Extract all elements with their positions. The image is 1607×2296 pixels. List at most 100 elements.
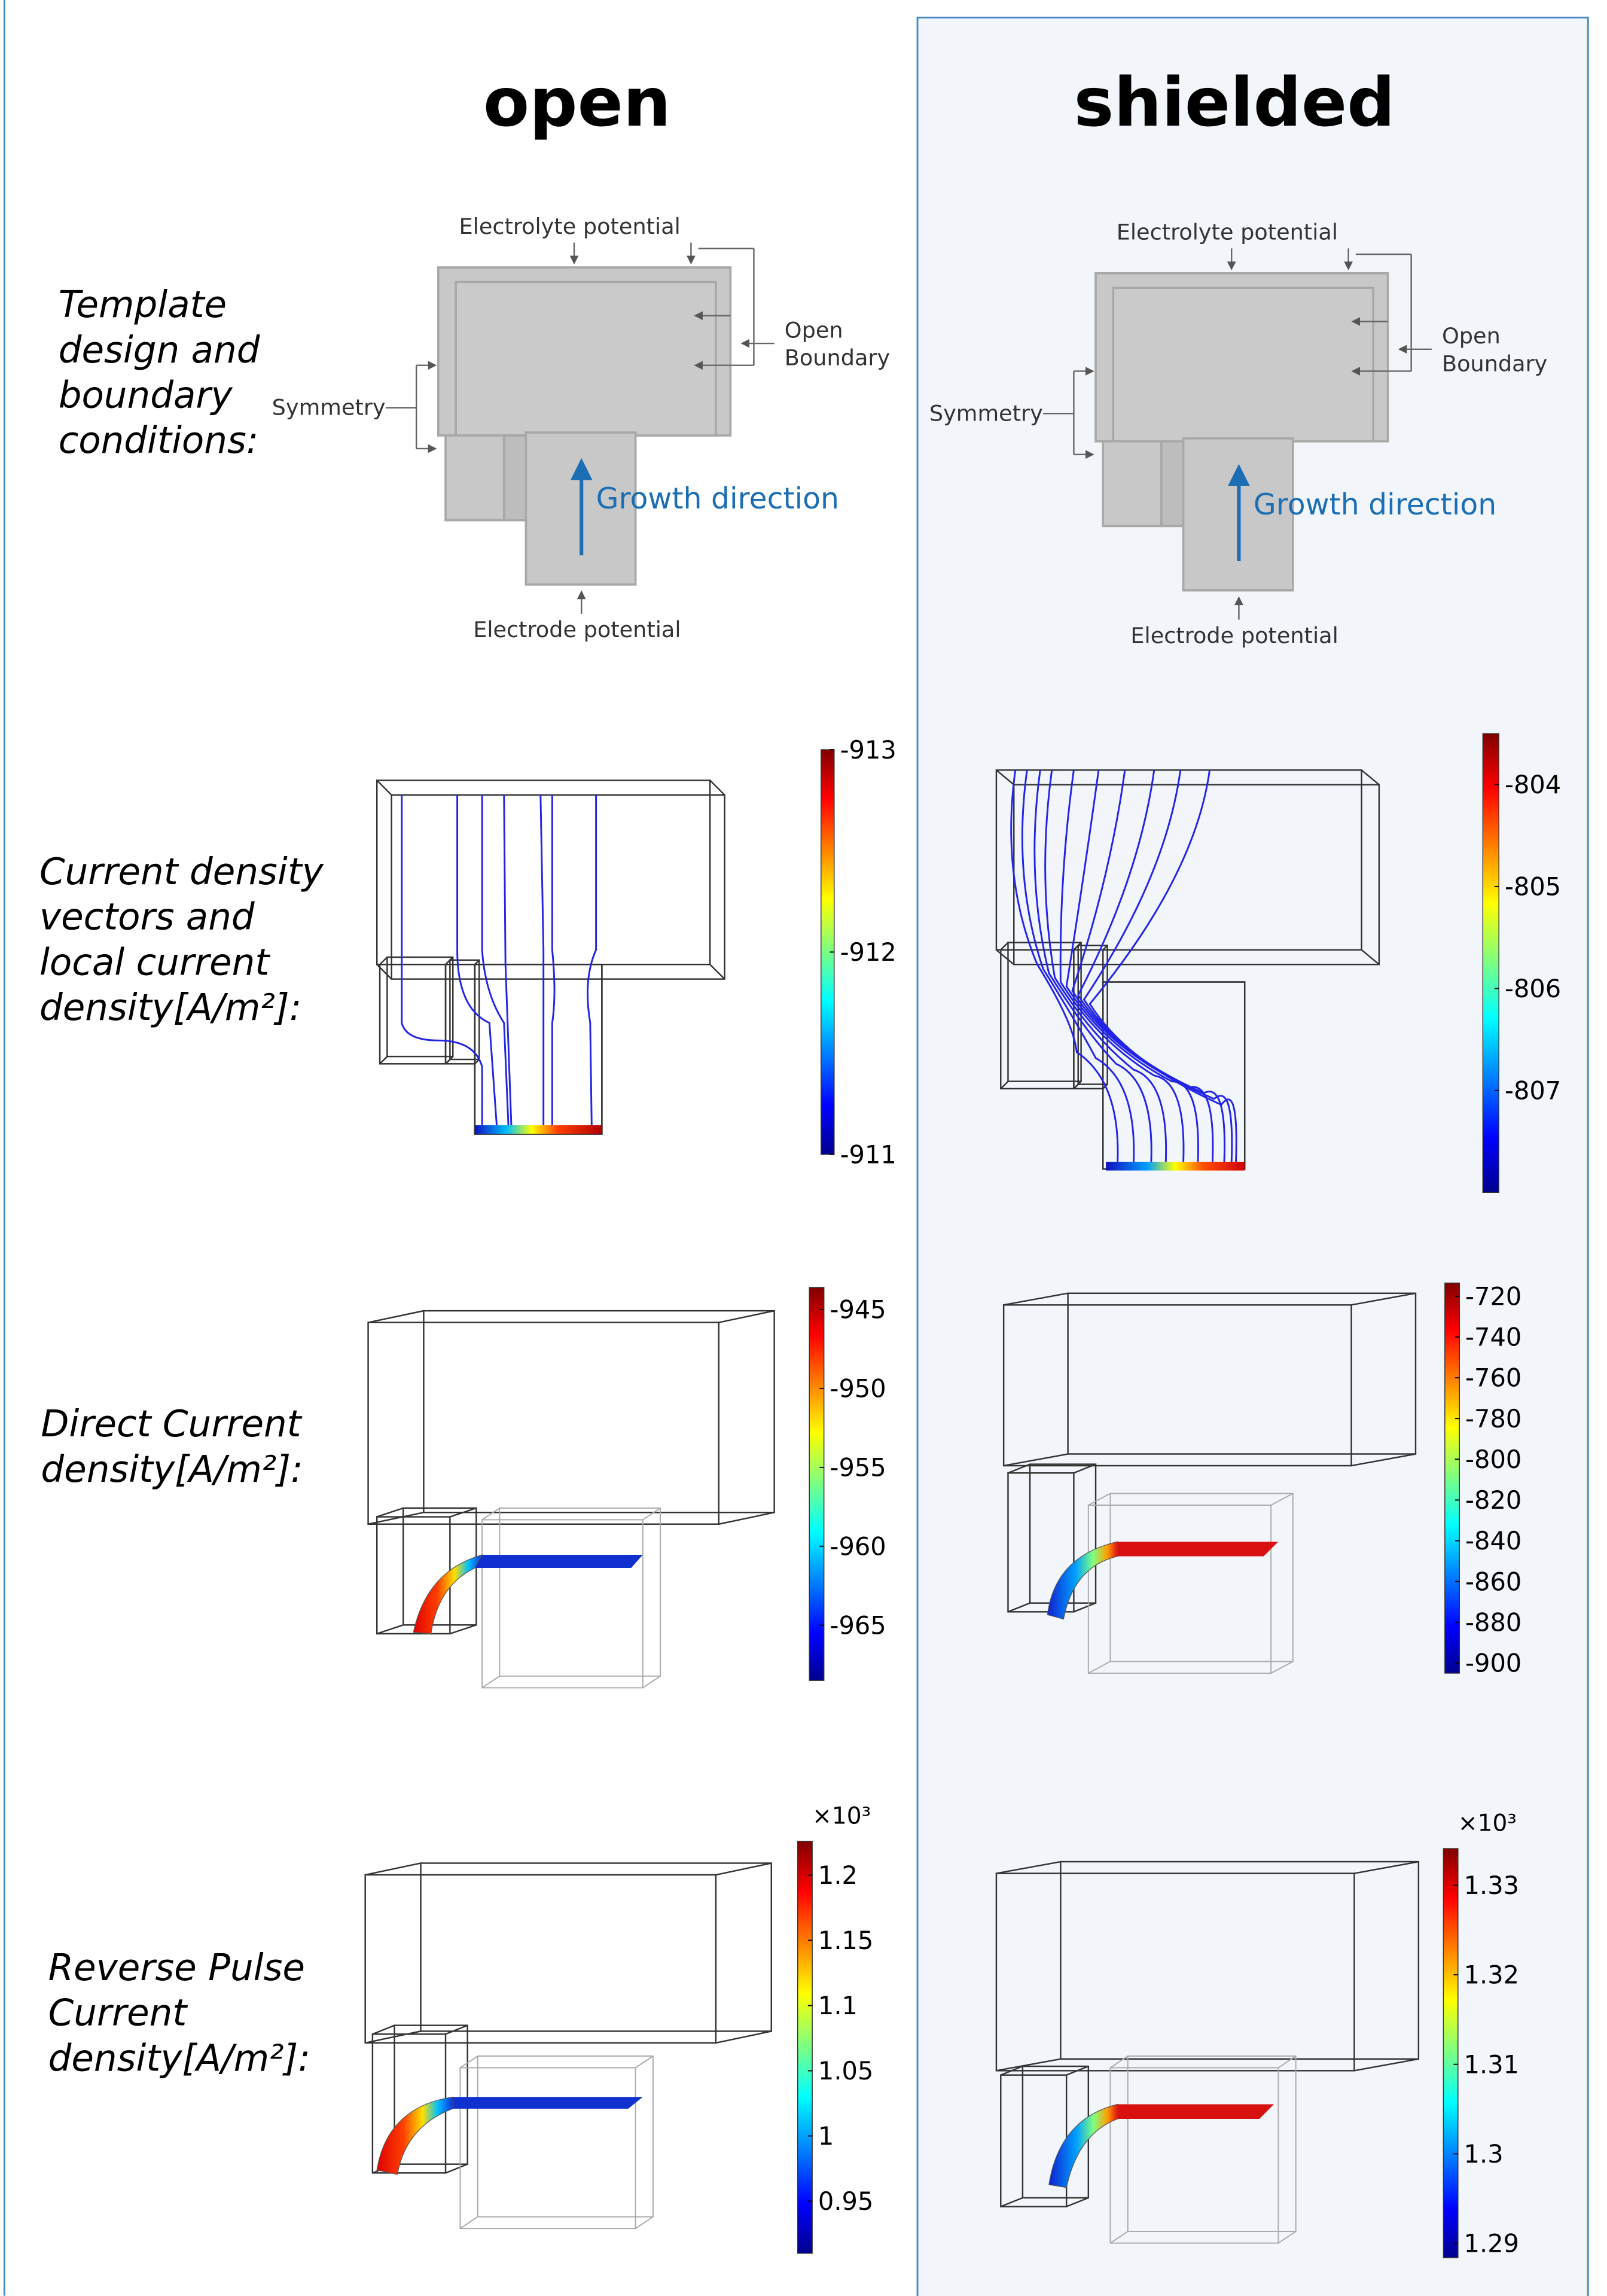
colorbar-tick-label: -800: [1465, 1445, 1521, 1474]
colorbar-tick-label: 1.33: [1464, 1871, 1519, 1900]
diagram-label: Growth direction: [1254, 488, 1496, 522]
colorbar-tick-label: 1.3: [1464, 2139, 1504, 2169]
block: [504, 436, 526, 520]
box-edge: [636, 2217, 653, 2229]
label: open: [483, 64, 671, 142]
label: Current: [48, 1992, 188, 2035]
label: vectors and: [39, 896, 255, 939]
current-surface: [377, 2097, 453, 2174]
box-edge: [365, 1863, 421, 1875]
diagram-label: Boundary: [785, 345, 890, 371]
streamline: [552, 795, 554, 1125]
box-edge: [446, 2026, 468, 2035]
box-face: [387, 957, 453, 1056]
block: [456, 282, 716, 435]
colorbar-multiplier: ×10³: [1458, 1810, 1517, 1837]
streamline: [541, 795, 544, 1125]
colorbar-tick-label: 1.1: [818, 1991, 858, 2020]
diagram-label: Electrolyte potential: [1117, 220, 1338, 245]
label: Template: [59, 284, 227, 326]
colorbar-tick-label: -960: [830, 1531, 886, 1561]
figure: open shielded Templatedesign andboundaryco…: [0, 0, 1607, 2296]
colorbar-tick-label: -950: [830, 1374, 886, 1403]
box-edge: [716, 1863, 772, 1875]
diagram-label: Boundary: [1442, 351, 1547, 376]
box-edge: [373, 2026, 395, 2035]
block: [446, 436, 504, 520]
colorbar-tick-label: 1.29: [1464, 2229, 1519, 2258]
box-face: [423, 1311, 774, 1512]
label: Direct Current: [41, 1403, 302, 1445]
wire-box: [365, 1863, 772, 2042]
label: density[A/m²]:: [48, 2037, 310, 2079]
box-edge: [380, 1056, 387, 1064]
colorbar-tick-label: -955: [830, 1453, 886, 1482]
diagram-label: Electrode potential: [473, 617, 681, 642]
wire-box: [460, 2056, 652, 2228]
box-edge: [482, 1508, 499, 1520]
diagram-label: Open: [785, 317, 843, 343]
box-face: [392, 795, 725, 979]
diagram-label: Symmetry: [272, 395, 386, 421]
box-edge: [636, 2056, 653, 2068]
colorbar-tick-label: -804: [1505, 770, 1561, 799]
box-edge: [710, 964, 724, 979]
colorbar: [1443, 1849, 1457, 2258]
colorbar-tick-label: 1: [818, 2121, 834, 2151]
label: boundary: [59, 374, 233, 417]
box-edge: [643, 1508, 660, 1520]
label: design and: [59, 329, 261, 371]
box-face: [482, 1519, 643, 1688]
box-edge: [716, 2031, 772, 2043]
wire-box: [377, 780, 724, 979]
diagram-label: Open: [1442, 323, 1501, 349]
box-face: [368, 1323, 719, 1524]
colorbar: [1483, 733, 1499, 1192]
box-face: [377, 1517, 450, 1634]
box-edge: [368, 1311, 424, 1323]
colorbar: [1445, 1283, 1459, 1673]
colorbar-tick-label: -900: [1465, 1649, 1521, 1678]
colorbar-tick-label: -740: [1465, 1323, 1521, 1352]
diagram-label: Electrode potential: [1130, 623, 1338, 648]
colorbar-tick-label: -860: [1465, 1567, 1521, 1596]
colorbar-tick-label: -911: [840, 1140, 896, 1169]
colorbar-tick-label: -945: [830, 1295, 886, 1324]
current-surface: [453, 2097, 643, 2109]
current-surface: [413, 1555, 482, 1634]
streamline: [504, 795, 511, 1125]
box-edge: [377, 1625, 403, 1634]
box-edge: [377, 1508, 403, 1517]
template-diagram: Electrolyte potential OpenBoundary Symmetr…: [272, 214, 890, 642]
diagram-label: Growth direction: [596, 482, 839, 516]
diagram-label: Electrolyte potential: [459, 214, 681, 239]
colorbar-tick-label: 0.95: [818, 2187, 873, 2216]
electrode-surface: [475, 1125, 602, 1134]
block: [1103, 441, 1161, 526]
streamline: [588, 795, 596, 1125]
label: conditions:: [59, 419, 259, 462]
box-face: [499, 1508, 660, 1676]
box-edge: [643, 1676, 660, 1688]
label: shielded: [1074, 64, 1395, 142]
colorbar-tick-label: -913: [840, 735, 896, 765]
colorbar-tick-label: -780: [1465, 1404, 1521, 1433]
box-face: [478, 2056, 653, 2217]
label: local current: [39, 941, 270, 983]
colorbar-multiplier: ×10³: [812, 1803, 871, 1830]
colorbar-tick-label: -820: [1465, 1485, 1521, 1515]
box-edge: [446, 2164, 468, 2173]
box-edge: [710, 780, 724, 794]
label: density[A/m²]:: [39, 986, 301, 1029]
colorbar-tick-label: -840: [1465, 1526, 1521, 1555]
label: Reverse Pulse: [48, 1947, 305, 1989]
colorbar-tick-label: -912: [840, 937, 896, 967]
box-edge: [460, 2217, 477, 2229]
current-surface: [475, 1555, 643, 1568]
box-face: [460, 2067, 635, 2228]
label: density[A/m²]:: [41, 1448, 303, 1491]
diagram-label: Symmetry: [929, 401, 1043, 427]
electrode-surface: [1106, 1162, 1245, 1171]
colorbar-tick-label: -760: [1465, 1363, 1521, 1393]
wire-box: [475, 964, 602, 1134]
